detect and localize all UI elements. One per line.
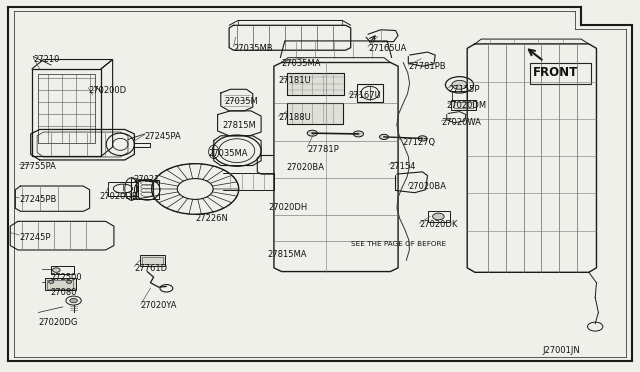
Text: FRONT: FRONT: [532, 66, 578, 79]
Text: 27020DH: 27020DH: [269, 203, 308, 212]
Text: 27035MB: 27035MB: [234, 44, 273, 53]
Circle shape: [433, 213, 444, 220]
Text: 27020BA: 27020BA: [287, 163, 324, 172]
Circle shape: [353, 131, 364, 137]
Text: 27020DM: 27020DM: [447, 101, 487, 110]
Circle shape: [49, 280, 54, 283]
Bar: [357, 84, 383, 102]
Circle shape: [307, 130, 317, 136]
Text: J27001JN: J27001JN: [543, 346, 580, 355]
Text: 27035MA: 27035MA: [208, 149, 248, 158]
Bar: [136, 180, 159, 199]
Bar: [530, 63, 591, 84]
Bar: [38, 74, 95, 143]
Text: 27165UA: 27165UA: [368, 44, 406, 53]
Text: 27020BA: 27020BA: [408, 182, 446, 191]
Circle shape: [52, 268, 60, 272]
Bar: [142, 257, 163, 264]
Bar: [451, 100, 476, 110]
Bar: [452, 91, 467, 102]
Text: 27245PB: 27245PB: [19, 195, 56, 204]
Text: 270200D: 270200D: [88, 86, 127, 94]
Text: 27815M: 27815M: [223, 121, 257, 130]
Text: 27245P: 27245P: [19, 232, 51, 241]
Text: 27020DG: 27020DG: [38, 318, 78, 327]
Text: 27021: 27021: [133, 175, 159, 184]
Circle shape: [418, 136, 427, 141]
Bar: [108, 182, 138, 196]
Text: 27020WA: 27020WA: [442, 118, 481, 127]
Circle shape: [380, 134, 388, 140]
Text: 27245PA: 27245PA: [145, 132, 181, 141]
Text: 272500: 272500: [50, 273, 81, 282]
Text: 27020DE: 27020DE: [99, 192, 138, 201]
Text: 27155P: 27155P: [448, 85, 479, 94]
Text: 27035MA: 27035MA: [282, 59, 321, 68]
Bar: [287, 73, 344, 95]
Text: 27020YA: 27020YA: [141, 301, 177, 310]
Text: 27210: 27210: [33, 55, 60, 64]
Text: 27781PB: 27781PB: [408, 62, 446, 71]
Bar: [47, 280, 73, 289]
Text: 27226N: 27226N: [195, 214, 228, 223]
Bar: [287, 103, 343, 124]
Text: 27781P: 27781P: [307, 145, 339, 154]
Text: 27761D: 27761D: [134, 264, 168, 273]
Text: SEE THE PAGE OF BEFORE: SEE THE PAGE OF BEFORE: [351, 241, 446, 247]
Bar: [428, 211, 450, 222]
Text: 27181U: 27181U: [278, 76, 311, 85]
Bar: [140, 255, 165, 266]
Text: 27755PA: 27755PA: [19, 162, 56, 171]
Text: 27154: 27154: [389, 162, 415, 171]
Circle shape: [67, 280, 72, 283]
Text: 27035M: 27035M: [224, 97, 258, 106]
Text: 27127Q: 27127Q: [402, 138, 435, 147]
Circle shape: [452, 80, 467, 89]
Text: 27020DK: 27020DK: [419, 220, 458, 229]
Text: 27167U: 27167U: [349, 91, 381, 100]
Bar: [45, 278, 76, 290]
Circle shape: [70, 298, 77, 303]
Text: 27188U: 27188U: [278, 113, 311, 122]
Text: 27815MA: 27815MA: [268, 250, 307, 259]
Bar: [454, 102, 473, 108]
Bar: [51, 266, 74, 274]
Text: 27080: 27080: [50, 288, 76, 297]
